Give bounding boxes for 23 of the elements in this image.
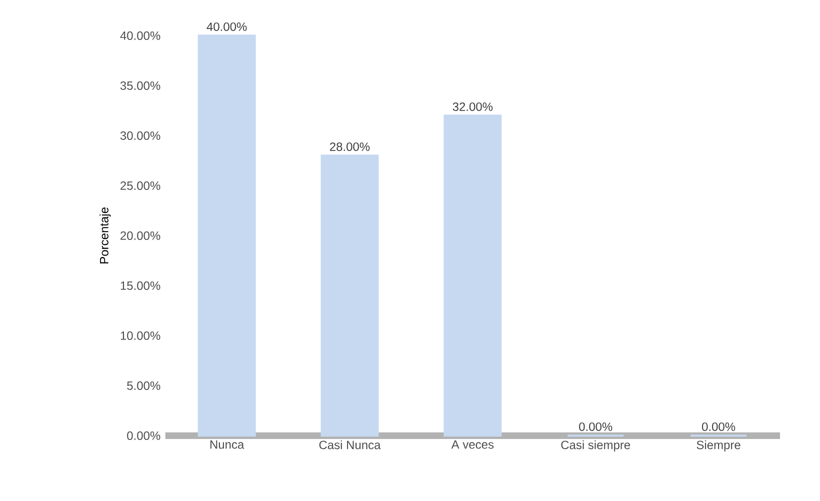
y-tick-label: 25.00% [120,181,160,190]
y-tick-label: 35.00% [120,81,160,90]
data-label: 28.00% [330,142,370,151]
y-tick-label: 0.00% [127,431,160,440]
x-tick-label: Nunca [210,440,244,449]
y-tick-label: 20.00% [120,231,160,240]
x-tick-label: Casi Nunca [319,440,381,450]
y-axis-title: Porcentaje [100,208,111,264]
x-tick-label: Casi siempre [561,440,630,452]
bar [444,114,502,437]
data-label: 0.00% [702,422,736,431]
y-tick-label: 30.00% [120,131,160,140]
y-tick-label: 40.00% [120,31,160,40]
y-tick-label: 15.00% [120,281,160,290]
y-tick-label: 10.00% [120,331,160,340]
data-label: 32.00% [452,102,493,111]
x-tick-label: Siempre [696,440,740,452]
y-tick-label: 5.00% [127,381,160,390]
x-tick-label: A veces [451,440,494,449]
bar [198,34,256,437]
data-label: 40.00% [206,22,247,31]
bar [320,154,379,437]
data-label: 0.00% [579,422,612,431]
